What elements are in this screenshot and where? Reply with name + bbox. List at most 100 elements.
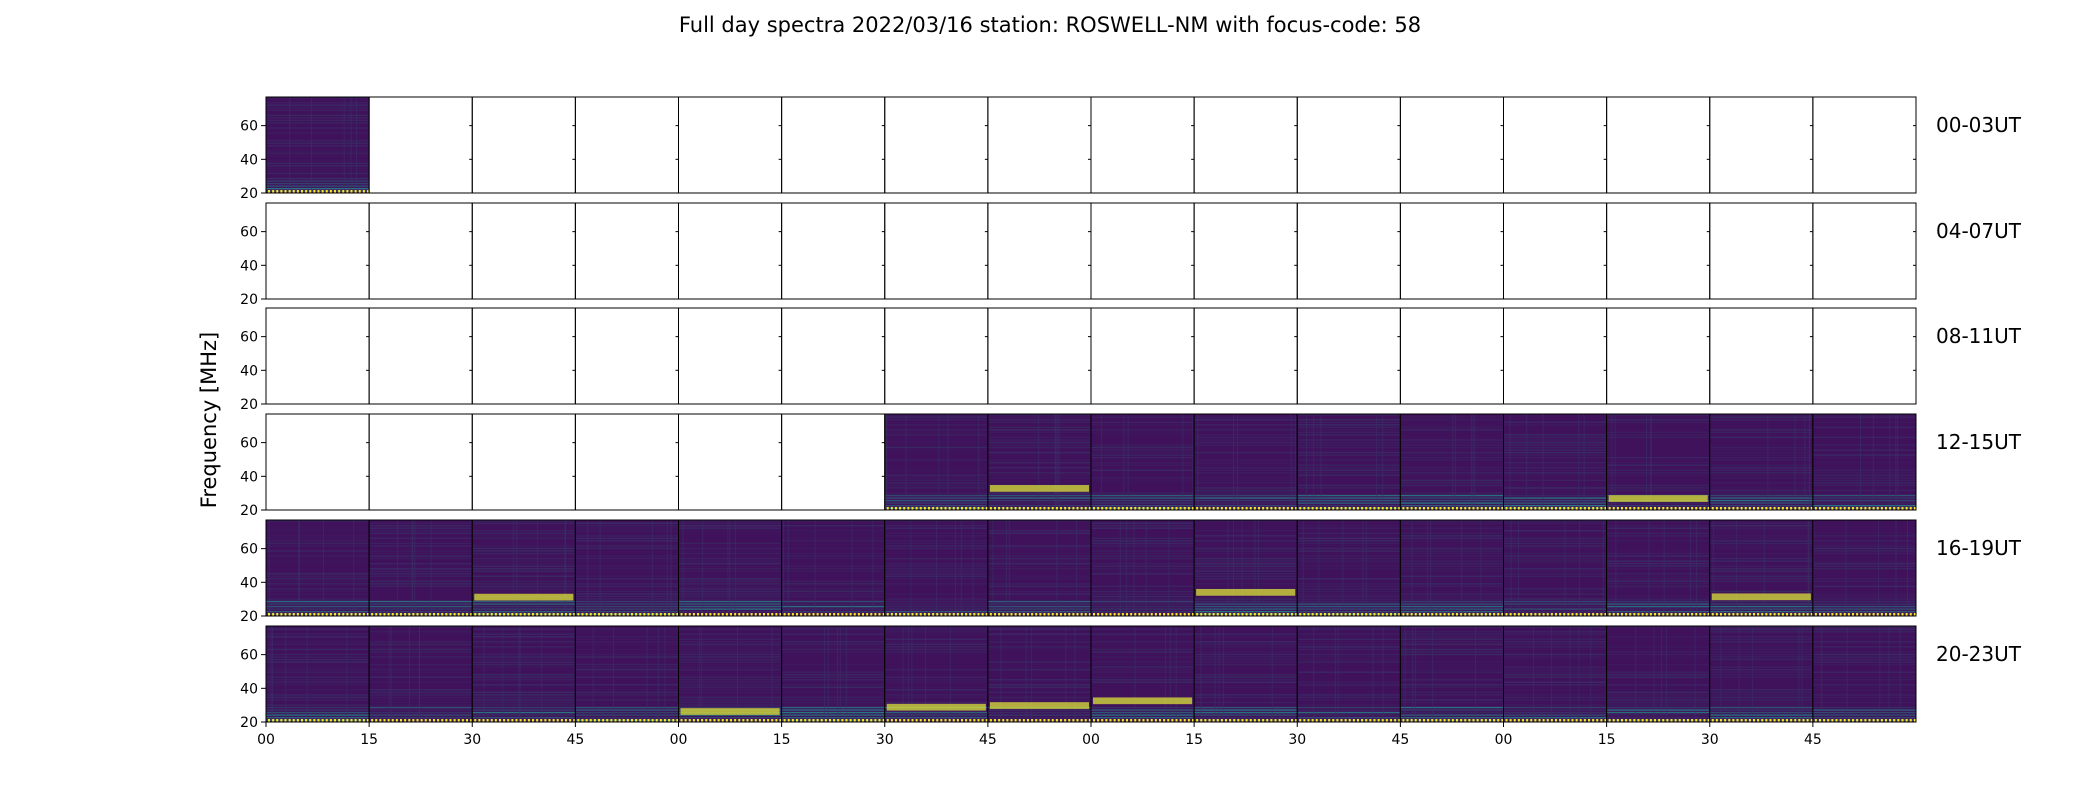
calibration-dot [1806, 613, 1809, 616]
calibration-dot [907, 507, 910, 510]
spectrum-streak [388, 626, 390, 722]
x-tick-label: 45 [566, 732, 584, 748]
calibration-dot [1229, 613, 1232, 616]
spectrum-streak [1602, 520, 1604, 616]
calibration-dot [445, 719, 448, 722]
spectrum-band [1709, 472, 1813, 474]
spectrum-band [472, 704, 576, 706]
calibration-dot [1282, 719, 1285, 722]
calibration-dot [1728, 613, 1731, 616]
spectrum-band [472, 653, 576, 656]
spectrum-band [266, 653, 370, 656]
calibration-dot [1443, 507, 1446, 510]
spectrum-panel [987, 625, 1092, 723]
calibration-dot [1451, 507, 1454, 510]
calibration-dot [1814, 613, 1817, 616]
calibration-dot [296, 719, 299, 722]
spectrum-band [1400, 631, 1504, 633]
spectrum-band [1709, 580, 1813, 583]
spectrum-band [987, 641, 1091, 643]
spectrum-band [884, 477, 988, 479]
calibration-dot [936, 507, 939, 510]
spectrum-band [1606, 709, 1710, 711]
spectrum-band [1400, 565, 1504, 567]
calibration-dot [1258, 613, 1260, 616]
calibration-dot [866, 613, 869, 616]
spectrum-band [575, 709, 679, 711]
spectrum-band [1400, 714, 1504, 716]
calibration-dot [1311, 719, 1314, 722]
spectrum-band [266, 704, 370, 706]
calibration-dot [1571, 507, 1574, 510]
calibration-dot [503, 613, 506, 616]
calibration-dot [1336, 719, 1339, 722]
calibration-dot [449, 613, 452, 616]
spectrum-band [369, 651, 473, 653]
spectrum-panel [987, 413, 1092, 511]
calibration-dot [1324, 719, 1326, 722]
calibration-dot [1798, 613, 1801, 616]
spectrum-band [1091, 706, 1195, 709]
row-label: 04-07UT [1936, 219, 2022, 243]
calibration-dot [1101, 719, 1104, 722]
spectrum-band [1606, 706, 1710, 709]
calibration-dot [1732, 613, 1735, 616]
calibration-dot [1810, 719, 1813, 722]
calibration-dot [631, 613, 633, 616]
spectrum-band [987, 504, 1091, 507]
calibration-dot [1662, 719, 1665, 722]
spectrum-band [1400, 419, 1504, 421]
spectrum-streak [1650, 414, 1652, 510]
spectrum-band [1503, 709, 1607, 711]
calibration-dot [833, 719, 836, 722]
spectrum-streak [1000, 626, 1002, 722]
calibration-dot [1852, 719, 1854, 722]
calibration-dot [1814, 719, 1817, 722]
calibration-dot [923, 507, 926, 510]
calibration-dot [470, 719, 473, 722]
spectrum-panel [781, 202, 886, 300]
calibration-dot [1517, 719, 1520, 722]
calibration-dot [816, 719, 819, 722]
calibration-dot [593, 719, 596, 722]
spectrum-band [1091, 545, 1195, 547]
calibration-dot [1245, 507, 1248, 510]
spectrum-band [575, 676, 679, 678]
spectrum-streak [587, 520, 589, 616]
spectrum-band [1812, 416, 1916, 418]
spectrum-band [472, 522, 576, 524]
calibration-dot [1649, 719, 1652, 722]
spectrum-band [1503, 489, 1607, 492]
calibration-dot [1101, 507, 1104, 510]
calibration-dot [280, 190, 283, 193]
calibration-dot [321, 719, 324, 722]
calibration-dot [977, 719, 980, 722]
spectrum-band [1606, 472, 1710, 474]
calibration-dot [676, 613, 679, 616]
spectrum-streak [1518, 520, 1520, 616]
calibration-dot [1097, 613, 1100, 616]
spectrum-streak [1906, 520, 1908, 616]
spectrum-burst [474, 593, 574, 601]
calibration-dot [1691, 613, 1694, 616]
spectrum-band [575, 570, 679, 572]
spectrum-band [1194, 701, 1298, 704]
calibration-dot [1534, 507, 1537, 510]
spectrum-band [1194, 583, 1298, 585]
spectrum-band [1812, 714, 1916, 716]
spectrum-band [1400, 610, 1504, 613]
spectrum-band [1606, 598, 1710, 600]
spectrum-band [1606, 696, 1710, 699]
spectrum-band [678, 689, 782, 691]
spectrum-band [1503, 641, 1607, 643]
calibration-dot [1142, 719, 1145, 722]
calibration-dot [1559, 719, 1562, 722]
calibration-dot [1889, 613, 1892, 616]
spectrum-band [1194, 696, 1298, 699]
calibration-dot [466, 613, 468, 616]
calibration-dot [1142, 613, 1145, 616]
calibration-dot [1200, 507, 1203, 510]
spectrum-band [1091, 656, 1195, 658]
spectrum-band [1400, 446, 1504, 449]
